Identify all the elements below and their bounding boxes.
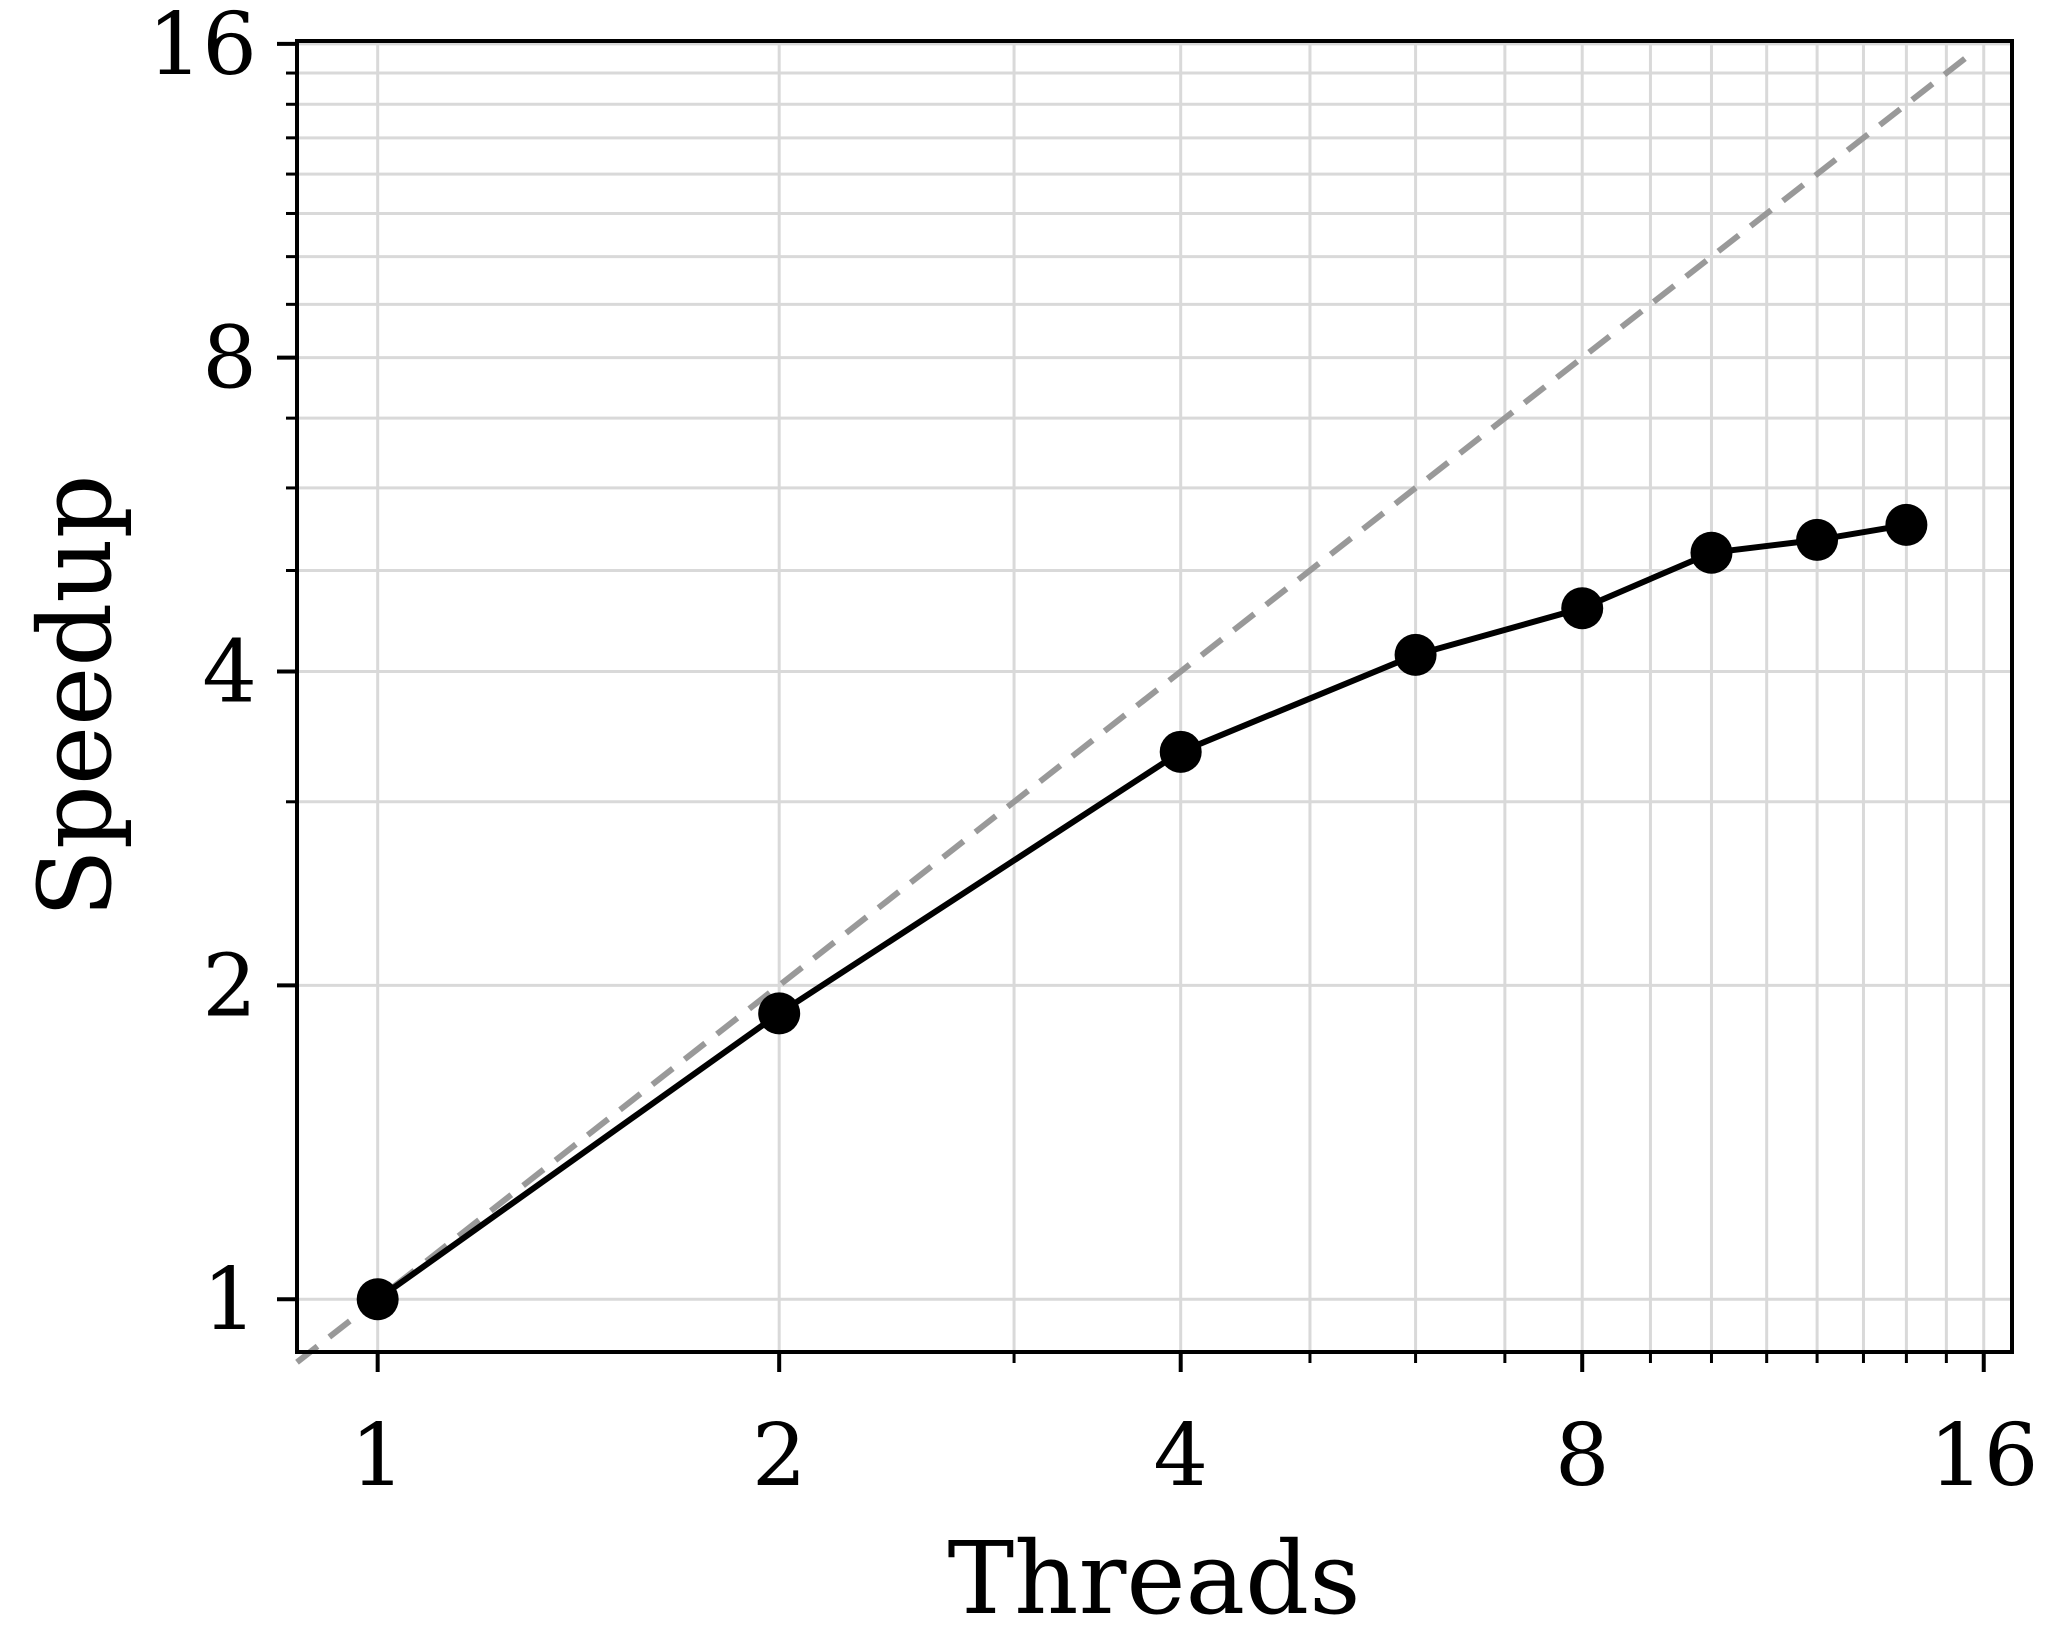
- y-tick-label: 8: [202, 309, 257, 409]
- x-tick-label: 16: [1929, 1406, 2038, 1506]
- y-axis-label: Speedup: [17, 474, 134, 917]
- plot-frame: [295, 39, 2014, 1354]
- data-point: [356, 1278, 399, 1321]
- data-point: [1690, 531, 1733, 574]
- x-tick-label: 2: [752, 1406, 807, 1506]
- series-layer: [295, 47, 1979, 1365]
- data-point: [1796, 518, 1839, 561]
- y-tick-label: 16: [148, 0, 257, 95]
- ticks: 1 2 4 8 16 1 2 4 8 16: [148, 0, 2039, 1506]
- data-point: [1561, 587, 1604, 630]
- data-point: [1394, 633, 1437, 676]
- y-tick-label: 4: [202, 623, 257, 723]
- ideal-speedup-line: [295, 47, 1979, 1365]
- x-axis-label: Threads: [947, 1520, 1360, 1621]
- data-point: [1885, 503, 1928, 546]
- x-tick-label: 1: [350, 1406, 405, 1506]
- y-tick-label: 1: [202, 1250, 257, 1350]
- data-point: [758, 992, 801, 1035]
- data-point: [1159, 730, 1202, 773]
- grid: [297, 41, 2012, 1352]
- x-tick-label: 8: [1555, 1406, 1610, 1506]
- y-tick-label: 2: [202, 936, 257, 1036]
- x-tick-label: 4: [1153, 1406, 1208, 1506]
- speedup-line: [375, 521, 1907, 1302]
